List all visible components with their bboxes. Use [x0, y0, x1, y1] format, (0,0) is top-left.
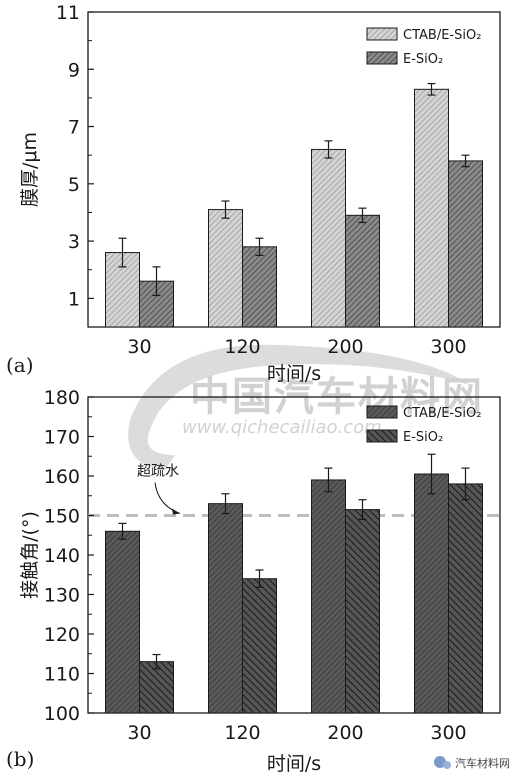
y-tick-label: 7	[68, 117, 80, 139]
y-tick-label: 170	[44, 427, 80, 449]
bar-esio2	[448, 160, 483, 328]
legend-label: E-SiO₂	[403, 430, 443, 445]
y-tick-label: 180	[44, 387, 80, 409]
panel-b: 超疏水 100 110 120 130 140 150 160 170 180 30 120 200 30…	[6, 387, 501, 775]
bar-ctab	[208, 209, 243, 328]
x-tick-label: 300	[430, 336, 466, 358]
bar-esio2	[139, 661, 174, 714]
reference-arrow-head-icon	[172, 508, 180, 515]
legend-label: CTAB/E-SiO₂	[403, 406, 481, 421]
x-axis-label: 时间/s	[267, 363, 321, 385]
y-tick-label: 150	[44, 506, 80, 528]
legend-label: E-SiO₂	[403, 52, 443, 67]
x-tick-label: 300	[430, 722, 466, 744]
bar-ctab	[208, 503, 243, 714]
watermark-badge-text: 汽车材料网	[455, 756, 510, 770]
y-tick-label: 130	[44, 585, 80, 607]
x-tick-label: 200	[327, 336, 363, 358]
y-tick-label: 3	[68, 231, 80, 253]
legend-swatch	[366, 51, 398, 65]
bar-ctab	[105, 530, 140, 714]
legend-label: CTAB/E-SiO₂	[403, 28, 481, 43]
x-tick-label: 30	[127, 336, 151, 358]
bar-ctab	[311, 148, 346, 328]
legend-swatch	[366, 429, 398, 443]
bar-ctab	[311, 479, 346, 714]
y-tick-label: 11	[56, 2, 80, 24]
x-tick-label: 120	[224, 722, 260, 744]
x-tick-label: 120	[224, 336, 260, 358]
y-tick-label: 9	[68, 59, 80, 81]
bar-ctab	[414, 473, 449, 714]
reference-arrow	[154, 482, 181, 514]
y-axis-label: 膜厚/μm	[19, 132, 41, 207]
y-tick-label: 120	[44, 624, 80, 646]
watermark-logo-icon	[128, 344, 470, 470]
bar-esio2	[448, 483, 483, 714]
panel-label: (a)	[6, 353, 34, 377]
reference-line-label: 超疏水	[137, 464, 179, 480]
panel-a: 1 3 5 7 9 11 30 120 200 300 CTAB/E-SiO₂ E-SiO₂ 时间/s 膜…	[6, 2, 501, 385]
y-tick-label: 110	[44, 664, 80, 686]
x-tick-label: 30	[127, 722, 151, 744]
bar-ctab	[414, 88, 449, 328]
bar-esio2	[242, 578, 277, 714]
y-axis-label: 接触角/(°)	[19, 511, 41, 599]
y-tick-label: 160	[44, 466, 80, 488]
legend-swatch	[366, 405, 398, 419]
y-tick-label: 140	[44, 545, 80, 567]
wechat-icon-bubble	[443, 761, 451, 769]
bar-esio2	[242, 246, 277, 328]
watermark-url: www.qichecailiao.com	[182, 417, 382, 438]
y-tick-label: 1	[68, 288, 80, 310]
plot-frame	[87, 11, 501, 328]
x-tick-label: 200	[327, 722, 363, 744]
y-tick-label: 5	[68, 174, 80, 196]
legend-swatch	[366, 27, 398, 41]
y-tick-label: 100	[44, 703, 80, 725]
panel-label: (b)	[6, 747, 34, 771]
x-axis-label: 时间/s	[267, 753, 321, 775]
watermark-badge: 汽车材料网	[434, 756, 510, 770]
bar-esio2	[345, 214, 380, 328]
bar-esio2	[345, 509, 380, 714]
